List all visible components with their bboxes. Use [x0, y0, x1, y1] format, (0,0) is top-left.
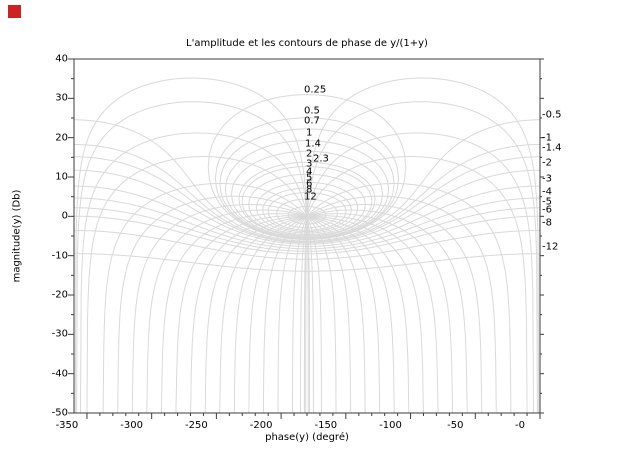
y-tick-label: 30 [55, 92, 68, 104]
phase-contour [204, 215, 307, 413]
x-axis-title: phase(y) (degré) [265, 432, 349, 443]
y-tick-label: -20 [51, 289, 68, 301]
phase-contour [292, 216, 308, 413]
phase-contour [307, 215, 439, 413]
gain-contour-label-right: -4 [542, 186, 552, 198]
phase-contour [86, 156, 308, 413]
phase-contour [277, 216, 308, 413]
phase-contour [306, 101, 538, 413]
gain-contour-label-right: -5 [542, 196, 552, 208]
window-marker [8, 5, 21, 18]
gain-contour-label: 5 [306, 172, 313, 184]
x-tick-label: -250 [185, 420, 208, 431]
gain-contour [207, 94, 407, 240]
phase-contour [307, 209, 468, 413]
phase-contour [306, 216, 322, 413]
phase-contour [307, 215, 381, 413]
phase-contour [300, 217, 308, 413]
gain-contour-label-right: -6 [542, 204, 552, 216]
contour-lines [74, 77, 540, 413]
gain-contour-label: 2.3 [313, 153, 329, 165]
y-tick-label: 0 [61, 210, 68, 222]
y-axis-title: magnitude(y) (Db) [11, 189, 23, 283]
gain-contour-label: 0.25 [304, 84, 327, 96]
gain-contour-label-right: -12 [542, 241, 559, 253]
phase-contour [233, 215, 307, 413]
gain-contour [74, 215, 540, 255]
gain-contour [74, 230, 540, 260]
gain-contour-label-right: -3 [542, 173, 552, 185]
phase-contour [248, 216, 307, 413]
phase-contour [117, 195, 307, 413]
phase-contour [131, 204, 307, 413]
phase-contour [306, 156, 528, 413]
gain-contour [230, 150, 384, 238]
chart-title: L'amplitude et les contours de phase de … [186, 38, 428, 49]
phase-contour [307, 216, 352, 413]
gain-contour-label-right: -2 [542, 157, 552, 169]
gain-contour-label: 1 [306, 127, 313, 139]
phase-contour [190, 215, 307, 413]
phase-contour [160, 213, 307, 413]
phase-contour [262, 216, 307, 413]
y-tick-label: -40 [51, 368, 68, 380]
y-tick-label: 20 [55, 132, 68, 144]
gain-contour-label-right: -1.4 [542, 142, 562, 154]
phase-contour [306, 132, 534, 413]
x-tick-label: -50 [447, 420, 464, 431]
y-tick-label: 10 [55, 171, 68, 183]
gain-contour-label: 12 [304, 191, 317, 203]
phase-contour [307, 195, 497, 413]
phase-contour [146, 209, 307, 413]
gain-contour-label-right: -8 [542, 217, 552, 229]
phase-contour [306, 217, 314, 413]
phase-contour [307, 215, 424, 413]
y-tick-label: -50 [51, 407, 68, 419]
gain-contour-label: 4 [306, 166, 313, 178]
x-tick-label: -150 [314, 420, 338, 431]
x-tick-label: -100 [379, 420, 402, 431]
gain-contour-label: 1.4 [305, 138, 321, 150]
phase-contour [307, 213, 454, 413]
phase-contour [307, 215, 410, 413]
gain-contour-label-right: -0.5 [542, 109, 562, 121]
x-tick-label: -300 [120, 420, 143, 431]
phase-contour [76, 101, 308, 413]
gain-contour-label: 3 [306, 158, 313, 170]
x-tick-label: -200 [249, 420, 273, 431]
axes [68, 58, 544, 419]
gain-contour-label: 6 [306, 178, 313, 190]
phase-contour [306, 216, 337, 413]
phase-contour [175, 215, 307, 413]
gain-contour [74, 207, 540, 252]
phase-contour [102, 183, 308, 413]
gain-contour-label: 2 [306, 148, 313, 160]
y-tick-label: -30 [51, 328, 68, 340]
phase-contour [305, 226, 308, 413]
phase-contour [306, 226, 309, 413]
phase-contour [80, 132, 308, 413]
y-tick-label: 40 [55, 53, 68, 65]
gain-contour [238, 161, 376, 237]
phase-contour [307, 215, 395, 413]
gain-contour [74, 197, 540, 250]
y-tick-label: -10 [51, 250, 68, 262]
gain-contour [74, 253, 540, 272]
phase-contour [307, 216, 366, 413]
x-tick-label: -350 [55, 420, 79, 431]
gain-contour-label: 8 [306, 184, 313, 196]
gain-contour-label: 0.7 [304, 115, 320, 127]
x-tick-label: -0 [515, 420, 525, 431]
phase-contour [219, 215, 307, 413]
phase-contour [307, 204, 483, 413]
gain-contour-label-right: -1 [542, 132, 552, 144]
gain-contour [241, 166, 373, 237]
phase-contour [306, 183, 512, 413]
phase-contour [306, 77, 540, 413]
gain-contour-label: 0.5 [304, 105, 320, 117]
phase-contour [74, 77, 308, 413]
